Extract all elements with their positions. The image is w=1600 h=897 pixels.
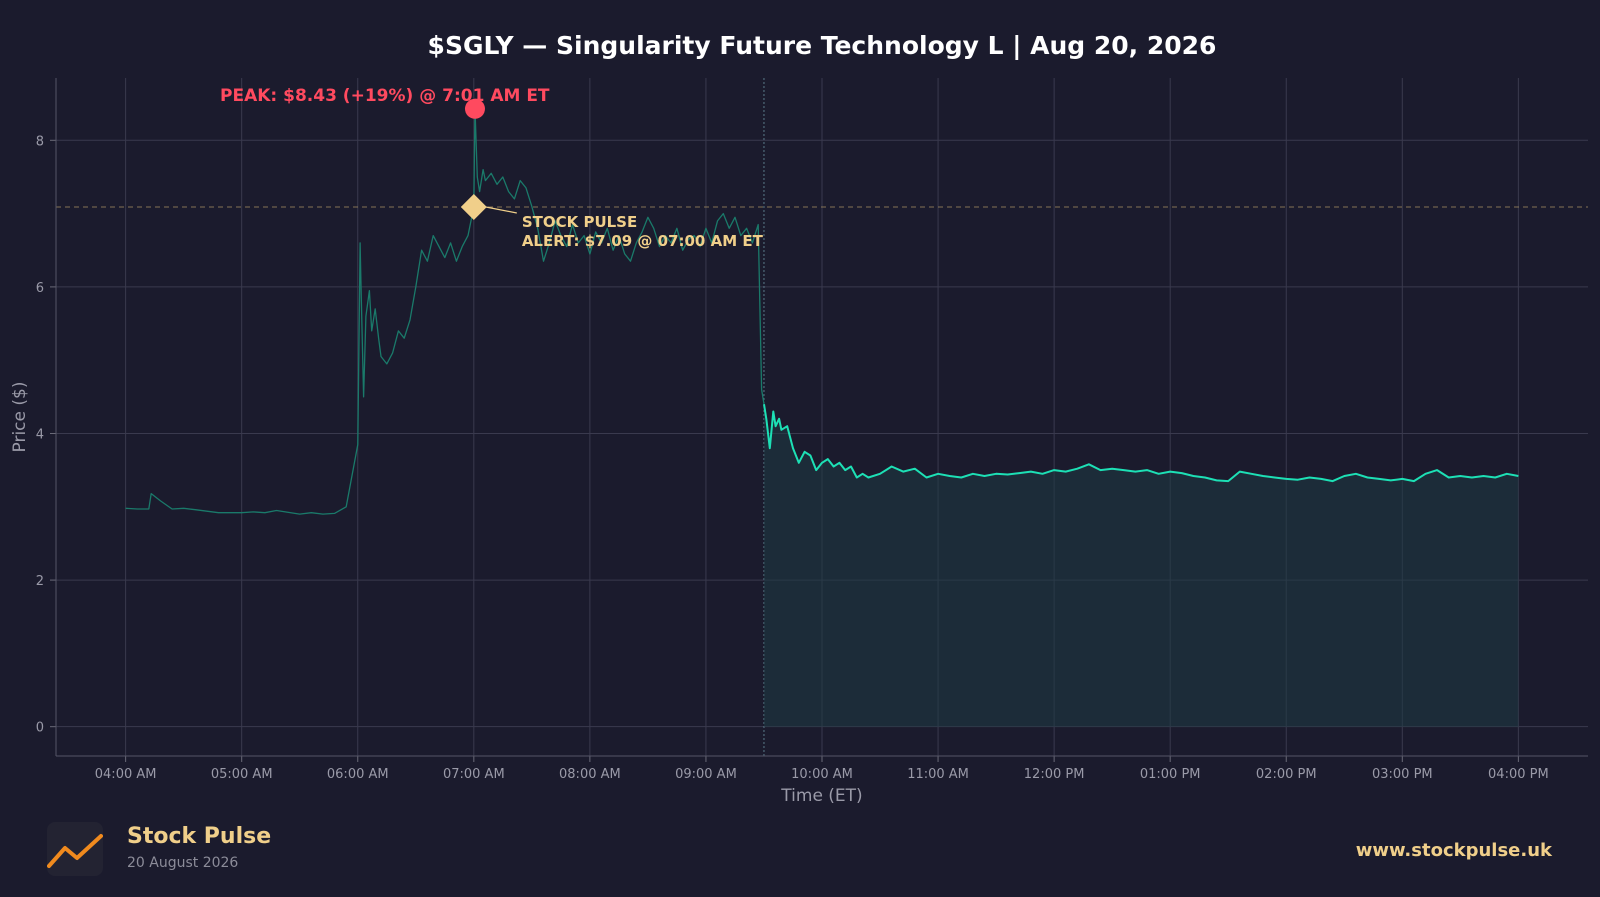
alert-diamond-marker <box>460 194 487 221</box>
brand-url[interactable]: www.stockpulse.uk <box>1355 840 1552 861</box>
y-tick-label: 0 <box>36 721 44 736</box>
brand-name: Stock Pulse <box>127 824 272 849</box>
x-tick-label: 10:00 AM <box>791 767 853 782</box>
x-axis-label: Time (ET) <box>780 786 862 806</box>
peak-marker <box>464 98 485 119</box>
x-tick-label: 06:00 AM <box>327 767 389 782</box>
x-tick-label: 12:00 PM <box>1024 767 1085 782</box>
x-tick-label: 07:00 AM <box>443 767 505 782</box>
x-tick-label: 02:00 PM <box>1256 767 1317 782</box>
x-tick-label: 05:00 AM <box>211 767 273 782</box>
premarket-line <box>125 108 765 515</box>
x-tick-label: 01:00 PM <box>1140 767 1201 782</box>
x-tick-label: 04:00 AM <box>95 767 157 782</box>
x-tick-label: 04:00 PM <box>1488 767 1549 782</box>
y-tick-label: 4 <box>36 427 44 442</box>
brand-date: 20 August 2026 <box>127 855 239 871</box>
price-lines <box>125 108 1519 515</box>
x-tick-label: 08:00 AM <box>559 767 621 782</box>
chart-title: $SGLY — Singularity Future Technology L … <box>428 31 1217 60</box>
x-tick-label: 09:00 AM <box>675 767 737 782</box>
alert-pointer-line <box>485 206 517 214</box>
alert-label-line1: STOCK PULSE <box>522 213 637 231</box>
axes: 0 2 4 6 8 04:00 AM 05:00 AM 06:00 AM 07:00 AM 08:… <box>36 78 1588 782</box>
brand-logo <box>47 822 103 876</box>
regular-session-line <box>763 404 1519 483</box>
peak-label: PEAK: $8.43 (+19%) @ 7:01 AM ET <box>220 86 550 106</box>
x-tick-label: 11:00 AM <box>907 767 969 782</box>
regular-session-fill <box>764 404 1519 727</box>
y-tick-label: 6 <box>36 281 44 296</box>
alert-label-line2: ALERT: $7.09 @ 07:00 AM ET <box>522 232 764 250</box>
regular-session-area <box>764 404 1519 727</box>
trend-logo-icon <box>47 834 103 868</box>
y-axis-label: Price ($) <box>10 382 30 453</box>
y-tick-label: 8 <box>36 134 44 149</box>
x-tick-label: 03:00 PM <box>1372 767 1433 782</box>
y-tick-label: 2 <box>36 574 44 589</box>
